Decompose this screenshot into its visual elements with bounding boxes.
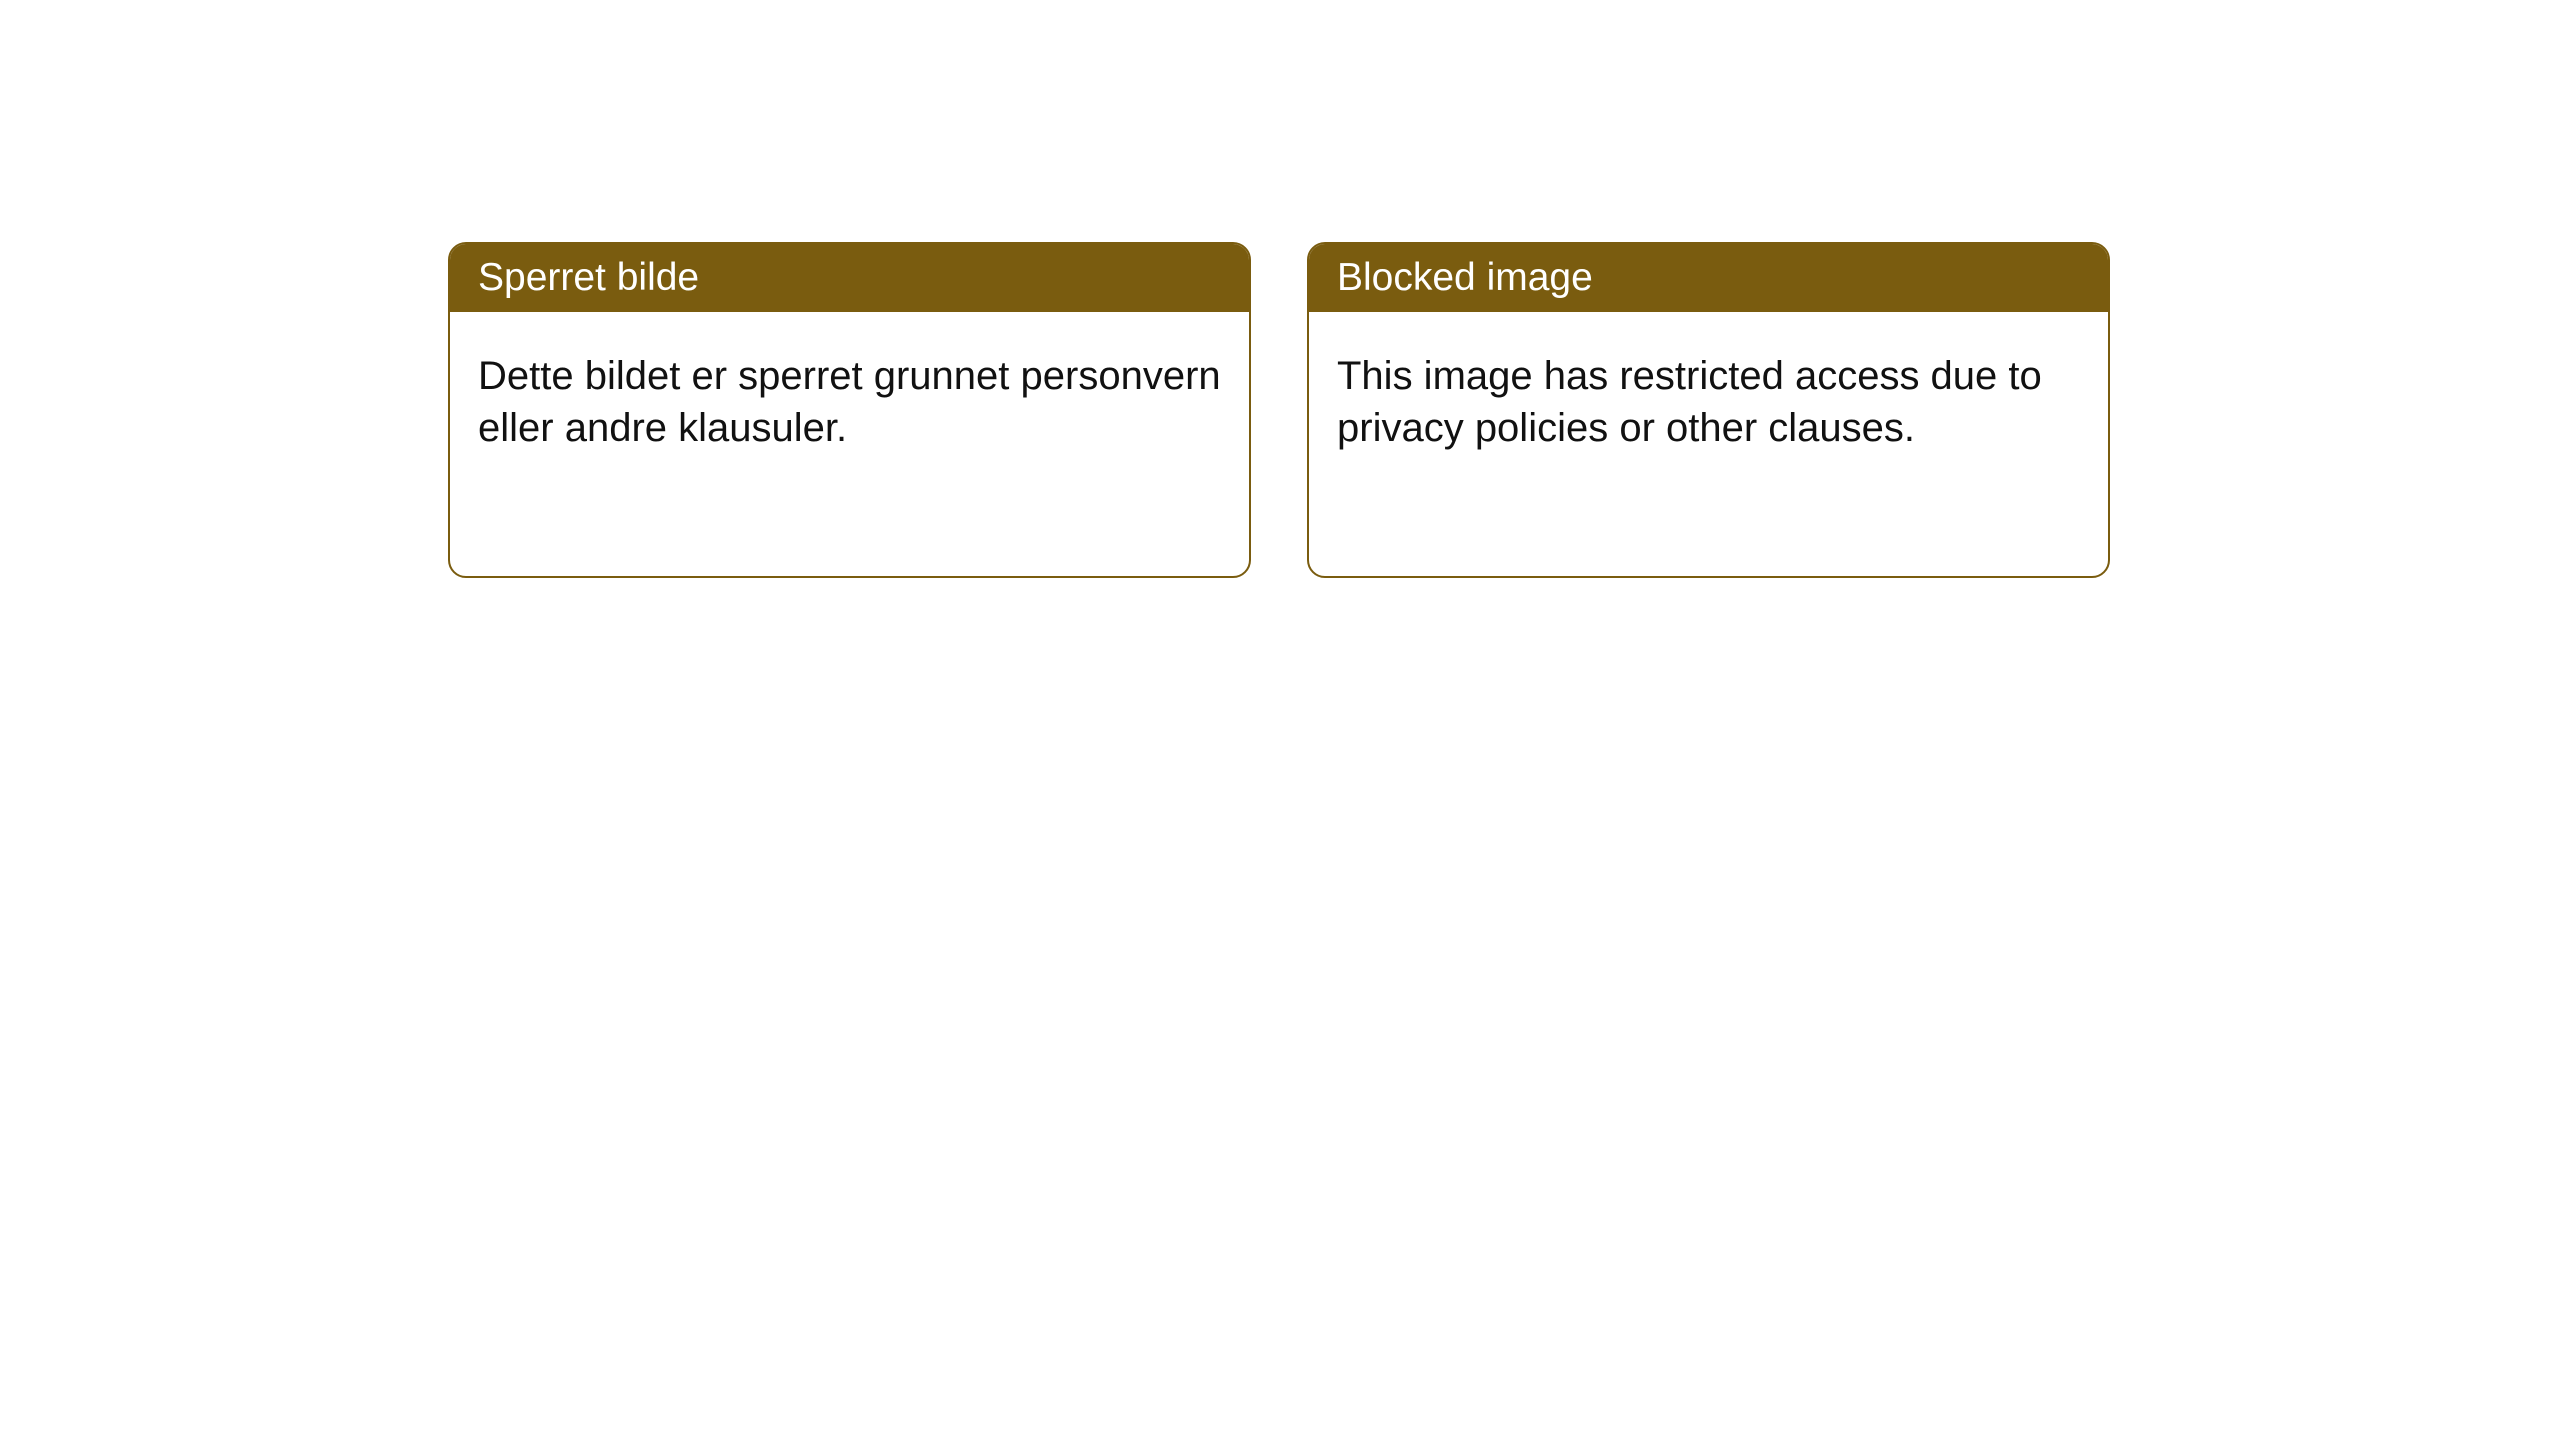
notice-text: This image has restricted access due to … bbox=[1337, 354, 2042, 450]
notice-header: Blocked image bbox=[1309, 244, 2108, 312]
notice-container: Sperret bilde Dette bildet er sperret gr… bbox=[0, 0, 2560, 578]
notice-card-norwegian: Sperret bilde Dette bildet er sperret gr… bbox=[448, 242, 1251, 578]
notice-body: Dette bildet er sperret grunnet personve… bbox=[450, 312, 1249, 492]
notice-header: Sperret bilde bbox=[450, 244, 1249, 312]
notice-card-english: Blocked image This image has restricted … bbox=[1307, 242, 2110, 578]
notice-title: Blocked image bbox=[1337, 256, 1593, 299]
notice-title: Sperret bilde bbox=[478, 256, 699, 299]
notice-body: This image has restricted access due to … bbox=[1309, 312, 2108, 492]
notice-text: Dette bildet er sperret grunnet personve… bbox=[478, 354, 1221, 450]
